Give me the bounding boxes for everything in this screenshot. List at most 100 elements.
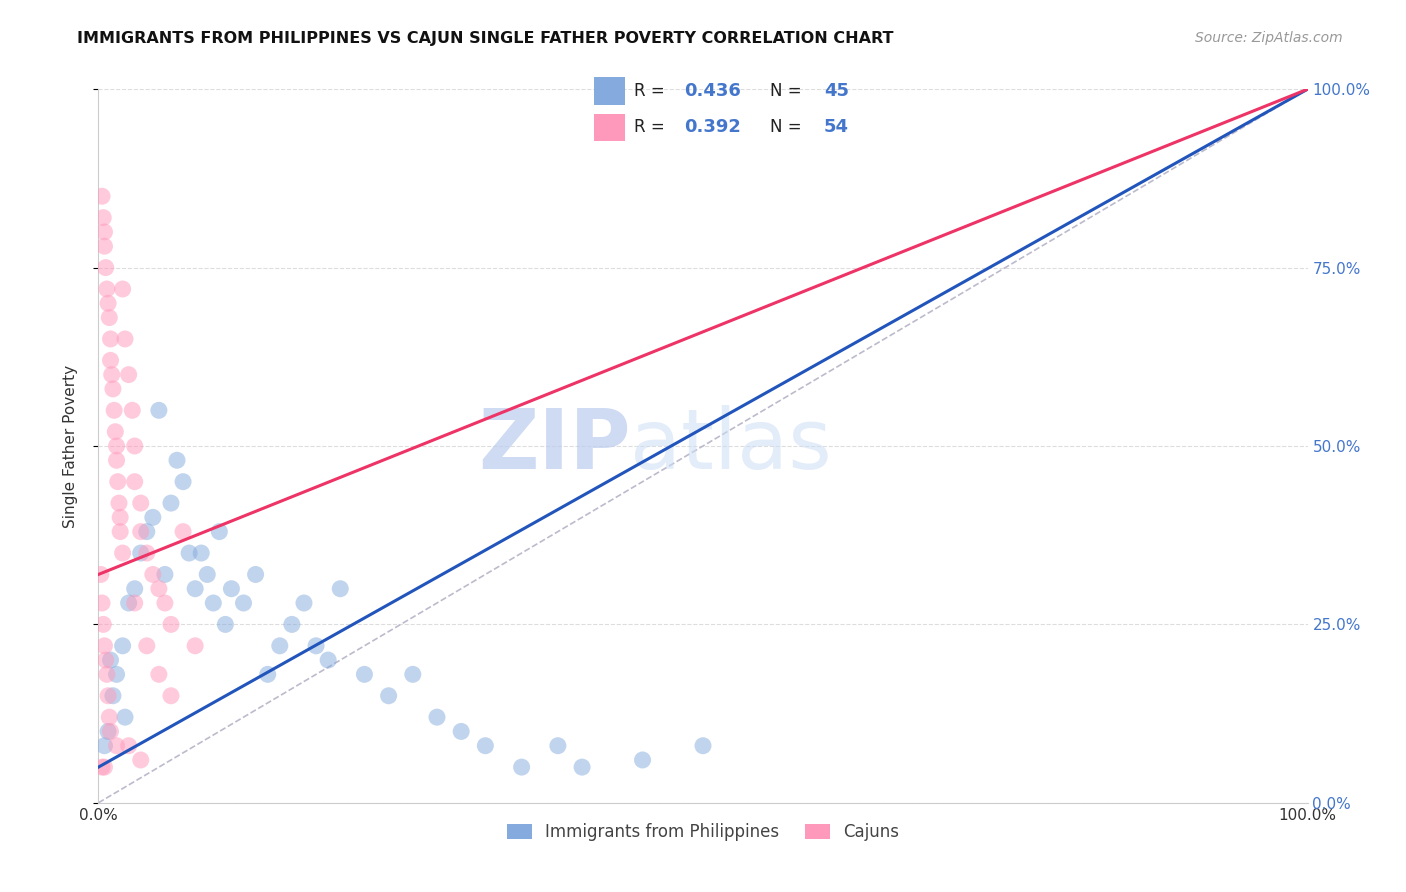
Point [100,353,122,368]
Point [142,567,165,582]
Point [105,439,128,453]
Point [571,760,593,774]
Point [256,667,278,681]
Text: N =: N = [770,82,807,100]
Point [129,546,152,560]
Point [292,596,315,610]
Point [190,546,212,560]
Point [124,439,146,453]
Point [121,403,143,417]
Point [91,760,114,774]
Text: IMMIGRANTS FROM PHILIPPINES VS CAJUN SINGLE FATHER POVERTY CORRELATION CHART: IMMIGRANTS FROM PHILIPPINES VS CAJUN SIN… [77,31,894,46]
Point [214,617,236,632]
Text: 45: 45 [824,82,849,100]
Point [93,639,115,653]
Point [124,475,146,489]
Point [148,403,170,417]
Point [166,453,188,467]
Point [93,739,115,753]
Point [160,617,183,632]
Point [148,582,170,596]
Point [96,667,118,681]
Point [118,739,141,753]
Point [153,596,176,610]
Point [281,617,304,632]
Point [135,546,157,560]
Point [118,368,141,382]
Point [114,332,136,346]
Point [93,225,115,239]
Y-axis label: Single Father Poverty: Single Father Poverty [63,365,77,527]
Point [232,596,254,610]
Point [97,689,120,703]
Point [547,739,569,753]
Point [111,282,134,296]
Point [104,425,127,439]
Point [100,368,122,382]
Point [129,524,152,539]
Point [510,760,533,774]
Point [221,582,243,596]
Point [172,524,194,539]
Point [97,724,120,739]
Point [631,753,654,767]
Point [107,475,129,489]
Text: atlas: atlas [630,406,832,486]
Point [129,753,152,767]
Text: Source: ZipAtlas.com: Source: ZipAtlas.com [1195,31,1343,45]
Point [124,582,146,596]
Point [153,567,176,582]
Point [91,596,114,610]
Point [184,582,207,596]
Point [129,496,152,510]
Point [202,596,225,610]
Point [135,524,157,539]
Point [98,710,121,724]
Point [426,710,449,724]
Point [105,667,128,681]
Point [108,524,131,539]
Point [101,689,124,703]
Point [329,582,352,596]
Point [114,710,136,724]
Point [96,282,118,296]
Point [179,546,201,560]
Point [108,496,131,510]
Point [98,310,121,325]
Point [91,189,114,203]
Point [172,475,194,489]
Point [111,639,134,653]
Point [208,524,231,539]
Point [160,689,183,703]
Point [91,211,114,225]
Point [94,653,117,667]
Point [148,667,170,681]
Bar [595,113,624,141]
Point [93,760,115,774]
Text: N =: N = [770,119,807,136]
Text: 54: 54 [824,119,849,136]
Text: ZIP: ZIP [478,406,630,486]
Point [100,332,122,346]
Point [474,739,496,753]
Legend: Immigrants from Philippines, Cajuns: Immigrants from Philippines, Cajuns [501,817,905,848]
Point [94,260,117,275]
Point [105,739,128,753]
Point [305,639,328,653]
Text: R =: R = [634,119,669,136]
Point [101,382,124,396]
Point [100,653,122,667]
Point [105,453,128,467]
Point [353,667,375,681]
Bar [595,78,624,105]
Point [160,496,183,510]
Point [402,667,425,681]
Point [245,567,267,582]
Point [118,596,141,610]
Point [195,567,218,582]
Point [450,724,472,739]
Point [269,639,291,653]
Point [184,639,207,653]
Point [90,567,112,582]
Point [108,510,131,524]
